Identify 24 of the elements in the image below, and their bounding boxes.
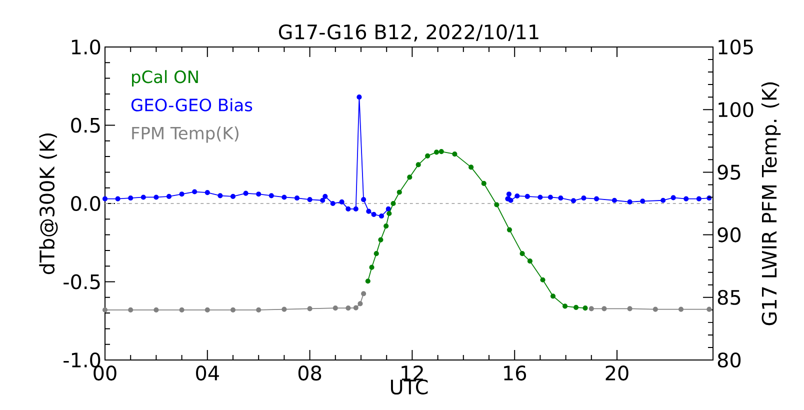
y2-axis-title: G17 LWIR PFM Temp. (K) [761, 82, 781, 326]
y-tick-label: -0.5 [64, 274, 100, 290]
text: GEO-GEO Bias [131, 98, 252, 112]
text: pCal ON [132, 70, 198, 86]
x-tick-label: 08 [298, 366, 322, 381]
x-tick-label: 04 [196, 366, 219, 381]
y2-tick-label: 95 [718, 164, 740, 180]
y2-tick-label: 105 [718, 39, 753, 55]
y-tick-label: -1.0 [64, 352, 100, 368]
chart-title: G17-G16 B12, 2022/10/11 [278, 24, 538, 42]
x-tick-label: 20 [606, 366, 628, 381]
x-axis-title: UTC [390, 379, 428, 394]
y2-tick-label: 90 [718, 227, 741, 242]
x-tick-label: 16 [504, 366, 526, 381]
x-tick-label: 12 [402, 366, 423, 380]
y2-tick-label: 85 [718, 290, 740, 305]
y2-tick-label: 100 [718, 102, 754, 118]
y2-tick-label: 80 [718, 352, 741, 368]
text: FPM Temp(K) [132, 126, 238, 143]
y-tick-label: 0.0 [71, 196, 100, 212]
y-tick-label: 0.5 [71, 118, 100, 133]
x-tick-label: 00 [94, 366, 116, 381]
y-axis-title: dTb@300K (K) [39, 134, 58, 274]
y-tick-label: 1.0 [72, 39, 100, 55]
